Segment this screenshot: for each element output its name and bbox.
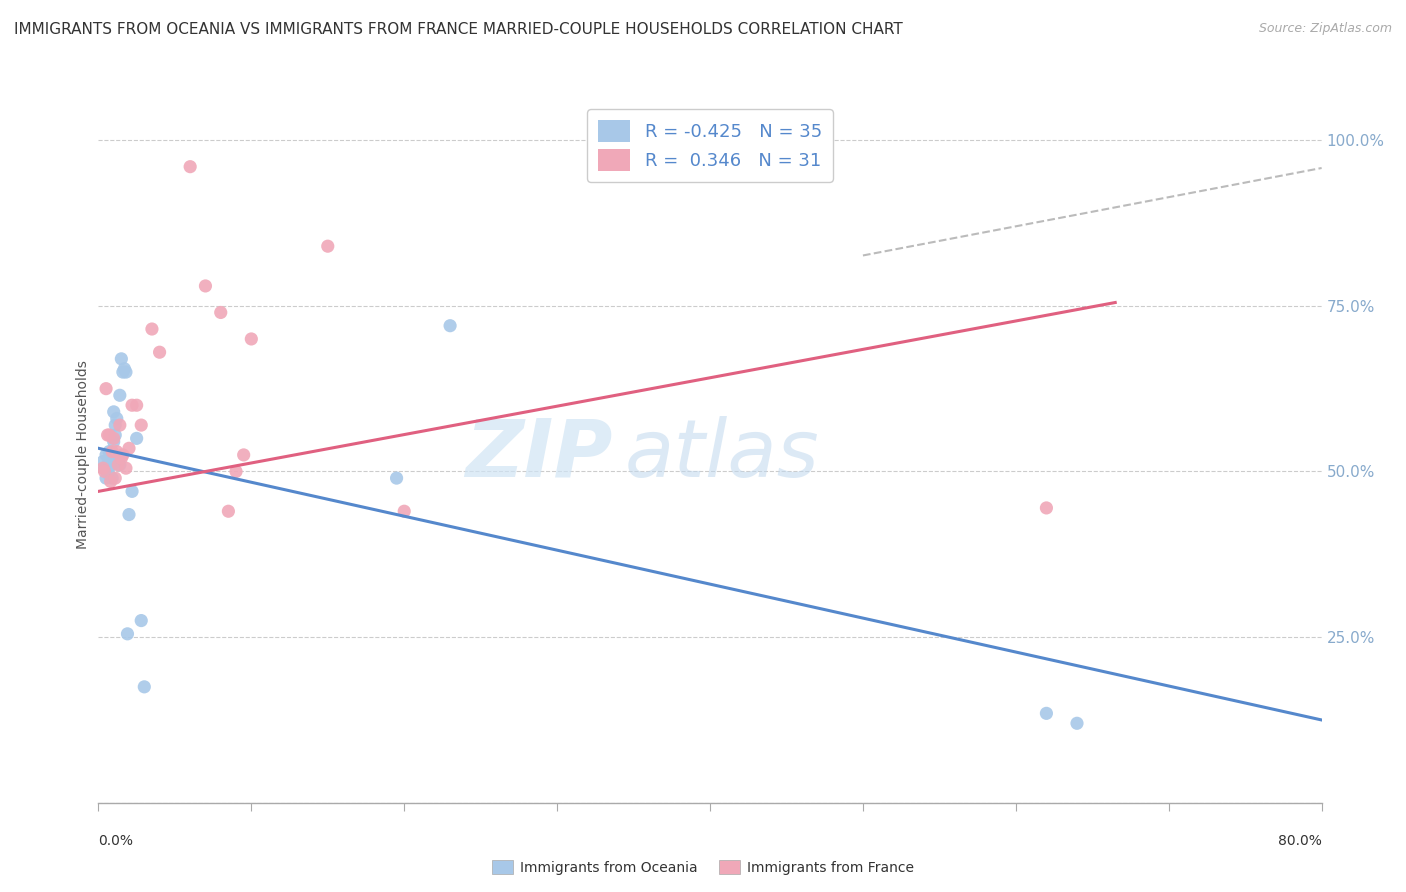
Point xyxy=(100,458,122,472)
Text: ZIP: ZIP xyxy=(465,416,612,494)
Point xyxy=(94,448,117,462)
Legend: Immigrants from Oceania, Immigrants from France: Immigrants from Oceania, Immigrants from… xyxy=(486,855,920,880)
Point xyxy=(1035,706,1057,721)
Point xyxy=(108,458,131,472)
Point xyxy=(112,361,135,376)
Point xyxy=(108,418,131,433)
Point xyxy=(129,418,152,433)
Point xyxy=(105,411,128,425)
Legend: R = -0.425   N = 35, R =  0.346   N = 31: R = -0.425 N = 35, R = 0.346 N = 31 xyxy=(588,109,832,182)
Point xyxy=(107,458,129,472)
Point xyxy=(104,471,127,485)
Point xyxy=(105,444,128,458)
Point xyxy=(94,382,117,396)
Point xyxy=(194,279,217,293)
Text: 80.0%: 80.0% xyxy=(1278,834,1322,848)
Point xyxy=(97,461,120,475)
Point xyxy=(111,448,134,462)
Point xyxy=(94,471,117,485)
Point xyxy=(101,444,124,458)
Point xyxy=(98,444,121,458)
Point xyxy=(91,454,114,468)
Point xyxy=(115,461,138,475)
Point xyxy=(217,504,239,518)
Point xyxy=(103,434,125,449)
Point xyxy=(91,461,114,475)
Point xyxy=(107,454,129,468)
Point xyxy=(110,451,132,466)
Point xyxy=(316,239,339,253)
Point xyxy=(121,398,143,412)
Point xyxy=(149,345,172,359)
Point xyxy=(118,508,141,522)
Point xyxy=(108,388,131,402)
Point xyxy=(97,428,120,442)
Point xyxy=(129,614,152,628)
Point xyxy=(1035,500,1057,515)
Point xyxy=(141,322,163,336)
Point xyxy=(97,458,120,472)
Point xyxy=(225,465,247,479)
Text: IMMIGRANTS FROM OCEANIA VS IMMIGRANTS FROM FRANCE MARRIED-COUPLE HOUSEHOLDS CORR: IMMIGRANTS FROM OCEANIA VS IMMIGRANTS FR… xyxy=(14,22,903,37)
Point xyxy=(232,448,254,462)
Point xyxy=(110,351,132,366)
Point xyxy=(93,465,115,479)
Point xyxy=(118,442,141,456)
Text: atlas: atlas xyxy=(624,416,820,494)
Point xyxy=(179,160,201,174)
Point xyxy=(98,428,121,442)
Point xyxy=(117,627,139,641)
Point xyxy=(115,365,138,379)
Point xyxy=(125,398,148,412)
Point xyxy=(101,458,124,472)
Text: 0.0%: 0.0% xyxy=(98,834,134,848)
Point xyxy=(93,461,115,475)
Point xyxy=(103,431,125,445)
Point xyxy=(103,405,125,419)
Point xyxy=(392,504,416,518)
Point xyxy=(121,484,143,499)
Point xyxy=(1066,716,1088,731)
Point xyxy=(100,475,122,489)
Point xyxy=(98,467,121,482)
Point xyxy=(105,451,128,466)
Point xyxy=(125,431,148,445)
Point xyxy=(385,471,408,485)
Point xyxy=(134,680,156,694)
Text: Source: ZipAtlas.com: Source: ZipAtlas.com xyxy=(1258,22,1392,36)
Point xyxy=(111,365,134,379)
Point xyxy=(240,332,263,346)
Point xyxy=(101,471,124,485)
Point xyxy=(439,318,461,333)
Point xyxy=(104,418,127,433)
Point xyxy=(100,451,122,466)
Y-axis label: Married-couple Households: Married-couple Households xyxy=(76,360,90,549)
Point xyxy=(209,305,232,319)
Point xyxy=(104,428,127,442)
